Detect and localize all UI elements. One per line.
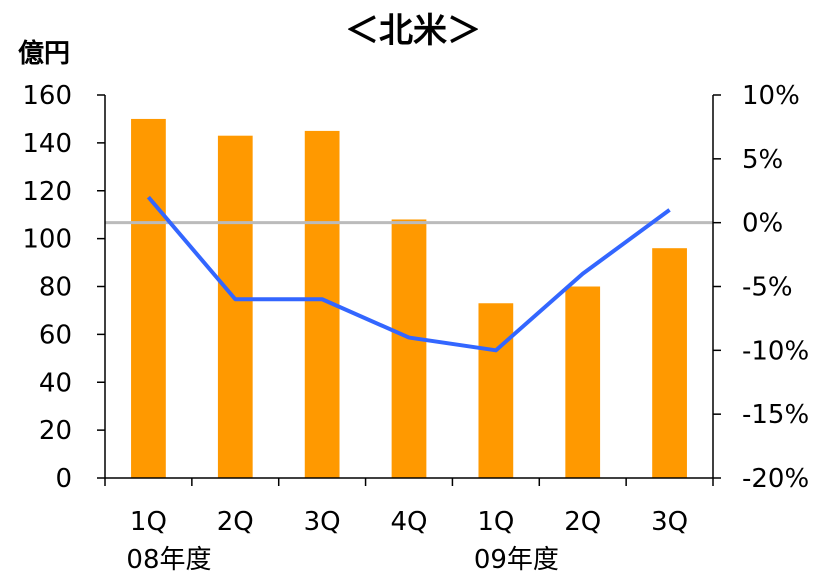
left-tick-label: 80 [39,273,72,303]
left-tick-label: 20 [39,416,72,446]
bar [478,303,514,478]
left-tick-label: 40 [39,368,72,398]
left-axis-unit: 億円 [18,39,70,69]
fiscal-year-label: 09年度 [474,545,559,575]
right-tick-label: 10% [742,81,800,111]
category-label: 1Q [477,507,514,537]
category-label: 3Q [651,507,688,537]
category-label: 2Q [564,507,601,537]
bar-series [131,118,687,478]
left-tick-label: 60 [39,320,72,350]
category-label: 4Q [390,507,427,537]
left-tick-label: 120 [22,177,72,207]
right-tick-label: -10% [742,336,809,366]
right-tick-label: 0% [742,209,783,239]
right-tick-label: 5% [742,145,783,175]
category-labels: 1Q 2Q 3Q 4Q 1Q 2Q 3Q [130,507,688,537]
left-tick-label: 160 [22,81,72,111]
category-label: 2Q [217,507,254,537]
right-tick-label: -15% [742,400,809,430]
bar [217,135,253,478]
axes [104,95,714,486]
left-tick-label: 140 [22,129,72,159]
bar [391,219,427,478]
bar [652,248,687,478]
fiscal-year-label: 08年度 [126,545,211,575]
bar [131,118,166,478]
category-label: 1Q [130,507,167,537]
line-series [146,195,671,353]
right-axis-ticks: -20% -15% -10% -5% 0% 5% 10% [713,81,809,494]
bar [565,286,601,478]
left-tick-label: 0 [55,464,72,494]
right-tick-label: -5% [742,273,793,303]
growth-rate-line [146,195,671,353]
fiscal-year-labels: 08年度 09年度 [126,545,559,575]
left-axis-ticks: 0 20 40 60 80 100 120 140 160 [22,81,105,494]
right-tick-label: -20% [742,464,809,494]
chart-title: ＜北米＞ [345,11,481,51]
category-label: 3Q [304,507,341,537]
left-tick-label: 100 [22,225,72,255]
